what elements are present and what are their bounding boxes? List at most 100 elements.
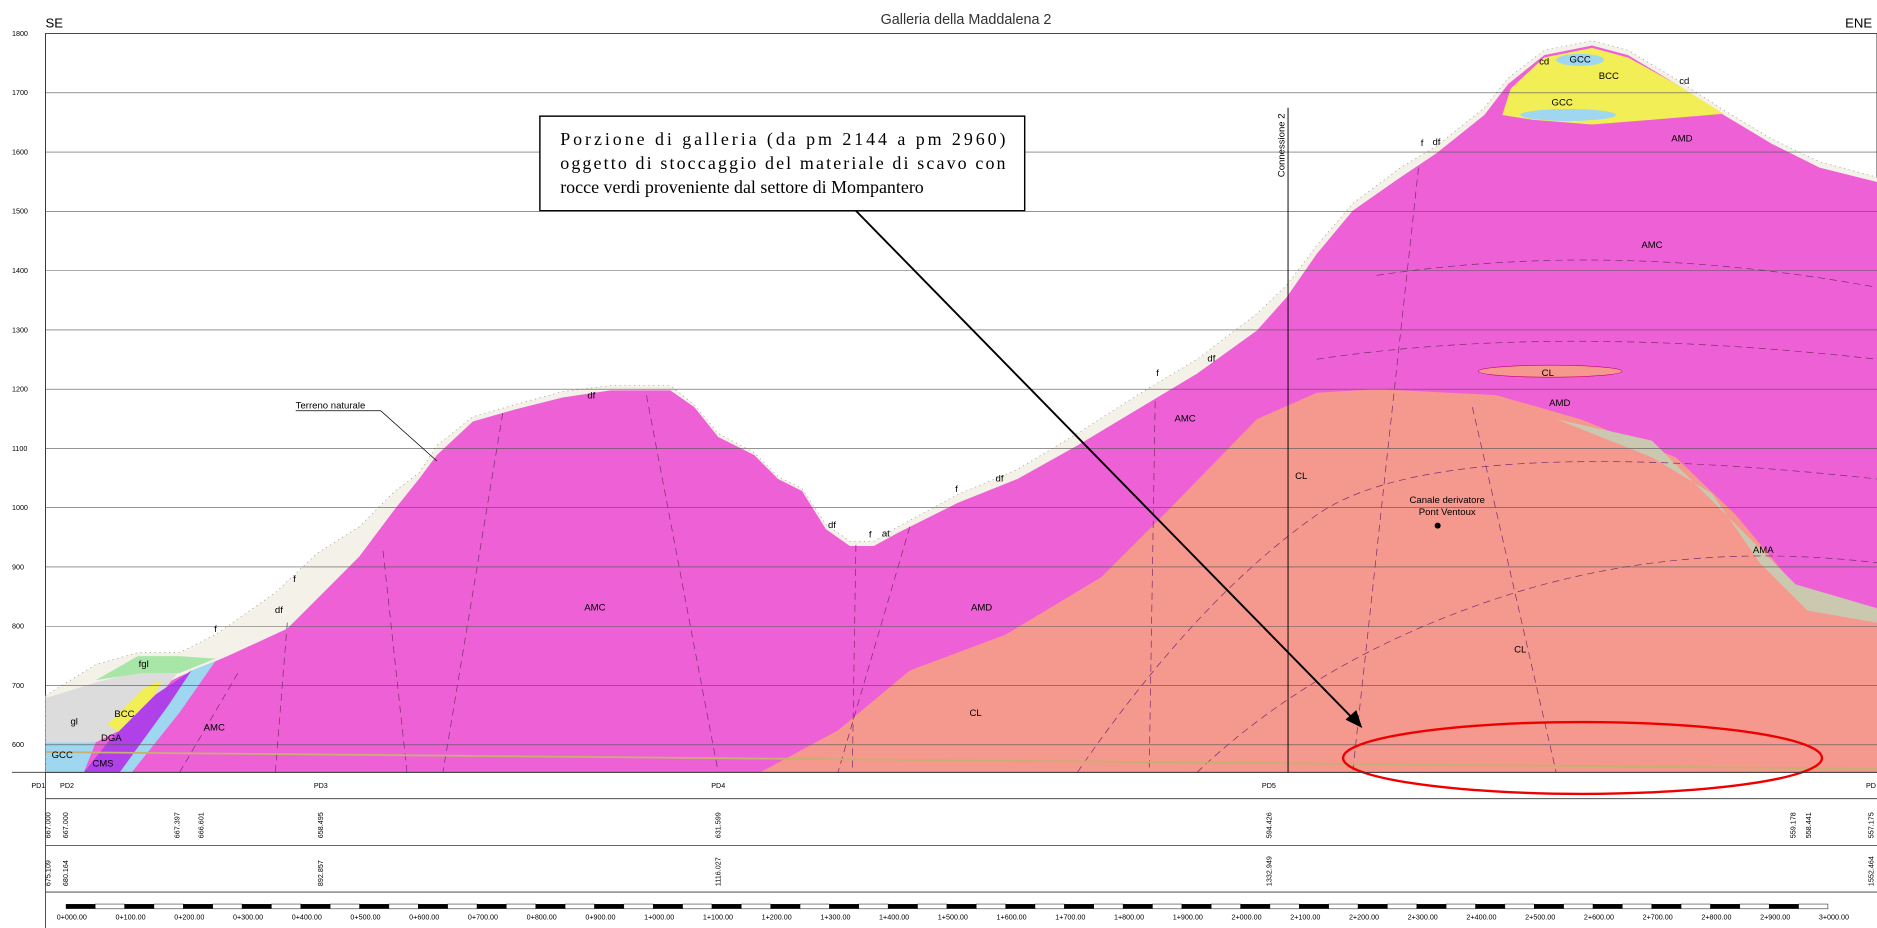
formation-label: AMD bbox=[971, 603, 992, 614]
quota-label: 557.175 bbox=[1867, 812, 1875, 838]
chainage-label: 2+000.00 bbox=[1231, 914, 1261, 922]
scale-block bbox=[1593, 904, 1622, 909]
scale-block bbox=[653, 904, 682, 909]
scale-block bbox=[271, 904, 300, 909]
scale-block bbox=[125, 904, 154, 909]
station-label: PD bbox=[1866, 782, 1876, 790]
formation-label: f bbox=[955, 484, 958, 495]
chainage-label: 2+300.00 bbox=[1408, 914, 1438, 922]
progressive-label: 680.164 bbox=[62, 860, 70, 886]
scale-block bbox=[1094, 904, 1123, 909]
formation-label: CMS bbox=[92, 758, 113, 769]
chainage-label: 2+500.00 bbox=[1525, 914, 1555, 922]
formation-label: CL bbox=[1514, 645, 1526, 656]
scale-block bbox=[1035, 904, 1064, 909]
terrain-label: Terreno naturale bbox=[296, 400, 366, 411]
chainage-label: 0+300.00 bbox=[233, 914, 263, 922]
quota-label: 559.178 bbox=[1790, 812, 1798, 838]
chainage-label: 1+500.00 bbox=[938, 914, 968, 922]
quota-label: 658.495 bbox=[317, 812, 325, 838]
chainage-label: 0+600.00 bbox=[409, 914, 439, 922]
formation-label: CL bbox=[1295, 471, 1307, 482]
formation-label: df bbox=[1432, 137, 1440, 148]
elevation-label: 1800 bbox=[12, 30, 28, 38]
station-label: PD4 bbox=[711, 782, 725, 790]
scale-block bbox=[771, 904, 800, 909]
chainage-label: 2+700.00 bbox=[1643, 914, 1673, 922]
formation-label: GCC bbox=[52, 750, 73, 761]
formation-label: BCC bbox=[1599, 71, 1619, 82]
scale-block bbox=[418, 904, 447, 909]
quota-label: 631.599 bbox=[715, 812, 723, 838]
chainage-label: 1+800.00 bbox=[1114, 914, 1144, 922]
chainage-label: 0+500.00 bbox=[350, 914, 380, 922]
quota-label: 667.000 bbox=[62, 812, 70, 838]
elevation-label: 1600 bbox=[12, 148, 28, 156]
progressive-label: 1332.949 bbox=[1265, 856, 1273, 886]
scale-block bbox=[1505, 904, 1534, 909]
formation-label: AMA bbox=[1753, 545, 1774, 556]
scale-block bbox=[829, 904, 858, 909]
quota-label: 666.601 bbox=[198, 812, 206, 838]
formation-label: DGA bbox=[101, 733, 122, 744]
scale-block bbox=[360, 904, 389, 909]
scale-block bbox=[594, 904, 623, 909]
chainage-label: 0+900.00 bbox=[585, 914, 615, 922]
chainage-label: 0+100.00 bbox=[115, 914, 145, 922]
scale-block bbox=[888, 904, 917, 909]
scale-block bbox=[565, 904, 594, 909]
quota-label: 667.000 bbox=[44, 812, 52, 838]
quota-label: 667.397 bbox=[174, 812, 182, 838]
section: Galleria della Maddalena 2 SE ENE 180017… bbox=[0, 0, 1877, 928]
scale-block bbox=[1622, 904, 1651, 909]
scale-block bbox=[1564, 904, 1593, 909]
station-label: PD5 bbox=[1262, 782, 1276, 790]
chainage-label: 1+300.00 bbox=[820, 914, 850, 922]
chainage-label: 0+400.00 bbox=[292, 914, 322, 922]
station-label: PD3 bbox=[314, 782, 328, 790]
scale-block bbox=[536, 904, 565, 909]
scale-block bbox=[1769, 904, 1798, 909]
scale-block bbox=[242, 904, 271, 909]
formation-label: fgl bbox=[139, 659, 149, 670]
formation-label: gl bbox=[70, 716, 77, 727]
canal-label: Pont Ventoux bbox=[1419, 507, 1476, 518]
scale-block bbox=[301, 904, 330, 909]
table: PD1PD2PD3PD4PD5PD667.000667.000667.39766… bbox=[31, 782, 1876, 922]
scale-block bbox=[1799, 904, 1828, 909]
chainage-label: 2+600.00 bbox=[1584, 914, 1614, 922]
scale-block bbox=[389, 904, 418, 909]
chainage-label: 2+900.00 bbox=[1760, 914, 1790, 922]
scale-block bbox=[183, 904, 212, 909]
scale-block bbox=[741, 904, 770, 909]
scale-block bbox=[918, 904, 947, 909]
scale-block bbox=[154, 904, 183, 909]
formation-label: cd bbox=[1539, 57, 1549, 68]
elevation-label: 900 bbox=[12, 563, 24, 571]
formation-label: at bbox=[882, 528, 890, 539]
scale-block bbox=[1476, 904, 1505, 909]
formation-label: AMC bbox=[1174, 413, 1195, 424]
scale-block bbox=[1710, 904, 1739, 909]
elevation-label: 600 bbox=[12, 741, 24, 749]
scale-block bbox=[1329, 904, 1358, 909]
chainage-label: 2+400.00 bbox=[1466, 914, 1496, 922]
scale-block bbox=[800, 904, 829, 909]
scale-block bbox=[1446, 904, 1475, 909]
chainage-label: 1+000.00 bbox=[644, 914, 674, 922]
scale-block bbox=[624, 904, 653, 909]
connection-label: Connessione 2 bbox=[1276, 113, 1287, 177]
scale-block bbox=[1006, 904, 1035, 909]
scale-block bbox=[477, 904, 506, 909]
chainage-label: 1+600.00 bbox=[997, 914, 1027, 922]
elevation-label: 1000 bbox=[12, 504, 28, 512]
chainage-label: 1+200.00 bbox=[762, 914, 792, 922]
station-label: PD1 bbox=[31, 782, 45, 790]
scale-block bbox=[330, 904, 359, 909]
elevation-label: 700 bbox=[12, 682, 24, 690]
formation-label: f bbox=[214, 624, 217, 635]
elevation-label: 1100 bbox=[12, 445, 27, 453]
chainage-label: 3+000.00 bbox=[1819, 914, 1849, 922]
scale-block bbox=[1358, 904, 1387, 909]
scale-block bbox=[1064, 904, 1093, 909]
